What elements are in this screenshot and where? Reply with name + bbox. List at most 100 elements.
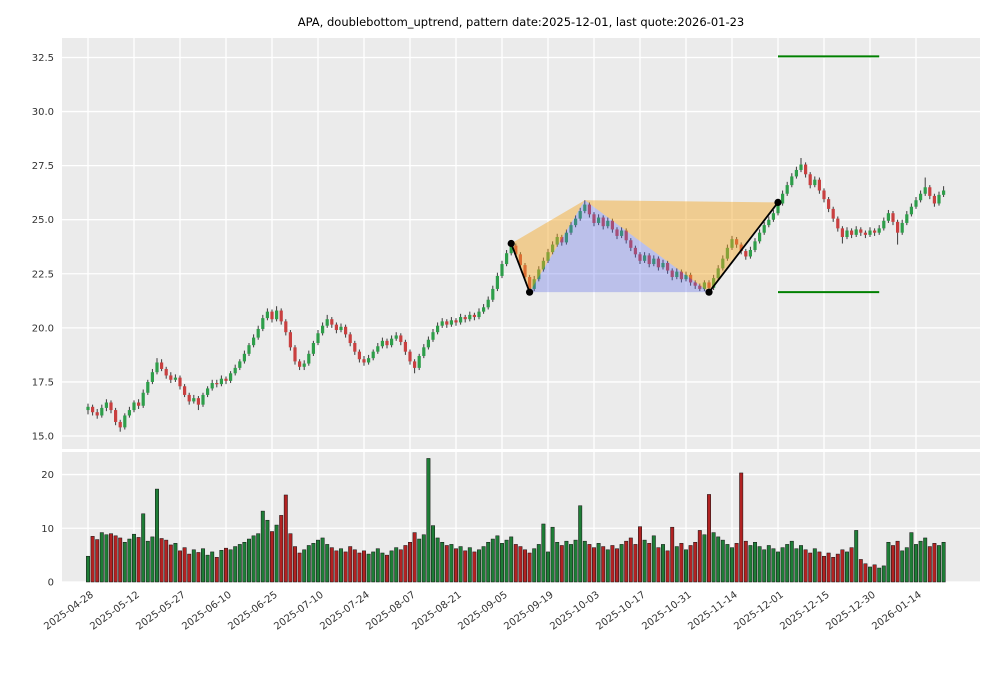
volume-bar	[532, 548, 537, 583]
volume-bar	[178, 550, 182, 583]
volume-bar	[477, 549, 481, 583]
pattern-point-dot	[526, 288, 534, 296]
candle-body	[431, 332, 435, 340]
pattern-orange-fill	[511, 200, 585, 293]
volume-bar	[803, 549, 808, 583]
volume-tick-label: 0	[48, 578, 54, 589]
candle-body	[229, 373, 233, 381]
volume-bar	[711, 532, 716, 583]
volume-bar	[348, 546, 353, 583]
candle-body	[564, 232, 568, 243]
candle-body	[302, 363, 306, 367]
x-tick-label: 2025-09-05	[456, 590, 509, 633]
candle-body	[215, 383, 219, 385]
volume-bar	[651, 535, 656, 583]
volume-bar	[205, 554, 210, 583]
candle-body	[721, 258, 725, 269]
x-tick-label: 2025-07-24	[318, 590, 371, 633]
candle-body	[178, 377, 182, 387]
volume-bar	[647, 543, 652, 583]
candle-body	[900, 222, 904, 233]
volume-bar	[812, 548, 817, 583]
candle-body	[436, 325, 440, 333]
candle-body	[137, 402, 141, 406]
volume-bar	[831, 557, 836, 583]
candle-body	[735, 239, 739, 245]
volume-bar	[357, 552, 362, 583]
volume-bar	[619, 544, 624, 583]
volume-bar	[389, 550, 394, 583]
volume-bar	[164, 539, 169, 583]
volume-bar	[274, 524, 279, 583]
volume-bar	[776, 551, 780, 583]
candle-body	[638, 254, 642, 261]
volume-bar	[904, 547, 909, 583]
candle-body	[196, 398, 200, 405]
candle-body	[739, 244, 743, 252]
candle-body	[725, 247, 729, 259]
candle-body	[275, 310, 279, 320]
volume-bar	[463, 550, 468, 583]
volume-bar	[757, 546, 762, 583]
candle-body	[141, 392, 145, 406]
candle-body	[219, 378, 223, 385]
volume-bar	[122, 541, 127, 583]
volume-bar	[527, 552, 532, 583]
volume-bar	[546, 551, 550, 583]
candle-body	[330, 319, 334, 325]
candle-body	[620, 230, 624, 236]
volume-bar	[500, 543, 504, 583]
volume-bar	[509, 536, 514, 583]
candle-body	[252, 337, 256, 346]
candle-body	[666, 262, 670, 271]
volume-bar	[734, 543, 739, 583]
candle-body	[817, 179, 821, 191]
candle-body	[509, 245, 513, 254]
volume-bar	[665, 550, 670, 583]
volume-bar	[283, 494, 288, 583]
x-tick-label: 2025-04-28	[42, 590, 95, 633]
candle-body	[449, 320, 453, 325]
volume-bar	[339, 548, 343, 583]
candle-body	[546, 252, 550, 261]
volume-bar	[679, 543, 684, 583]
candle-body	[716, 268, 720, 279]
volume-tick-label: 10	[41, 524, 54, 535]
volume-bar	[371, 551, 376, 583]
volume-bar	[444, 545, 449, 583]
volume-bar	[251, 535, 256, 583]
volume-bar	[449, 544, 454, 583]
volume-bar	[743, 540, 748, 583]
candle-body	[91, 406, 95, 413]
candle-body	[785, 185, 789, 194]
candle-body	[877, 228, 881, 233]
volume-bar	[187, 553, 192, 583]
candle-body	[468, 314, 472, 320]
volume-bar	[113, 535, 118, 583]
volume-bar	[417, 538, 422, 583]
candle-body	[201, 394, 205, 405]
x-tick-label: 2025-12-01	[732, 590, 785, 633]
volume-bar	[196, 552, 201, 583]
volume-bar	[132, 533, 136, 583]
volume-bar	[334, 550, 339, 583]
candle-body	[505, 253, 509, 265]
volume-bar	[182, 547, 187, 583]
candle-body	[610, 220, 614, 230]
volume-bar	[891, 545, 895, 583]
candle-body	[518, 254, 522, 266]
candle-body	[781, 193, 785, 204]
candle-body	[440, 321, 444, 326]
candle-body	[316, 333, 320, 344]
volume-bar	[573, 539, 578, 583]
candle-body	[541, 260, 545, 270]
volume-bar	[739, 472, 744, 583]
candle-body	[523, 265, 527, 278]
candle-body	[679, 271, 683, 280]
volume-bar	[624, 540, 629, 583]
volume-bar	[408, 541, 412, 583]
candle-body	[279, 310, 283, 322]
candle-body	[790, 176, 794, 186]
candle-body	[114, 410, 118, 422]
volume-bar	[127, 538, 132, 583]
